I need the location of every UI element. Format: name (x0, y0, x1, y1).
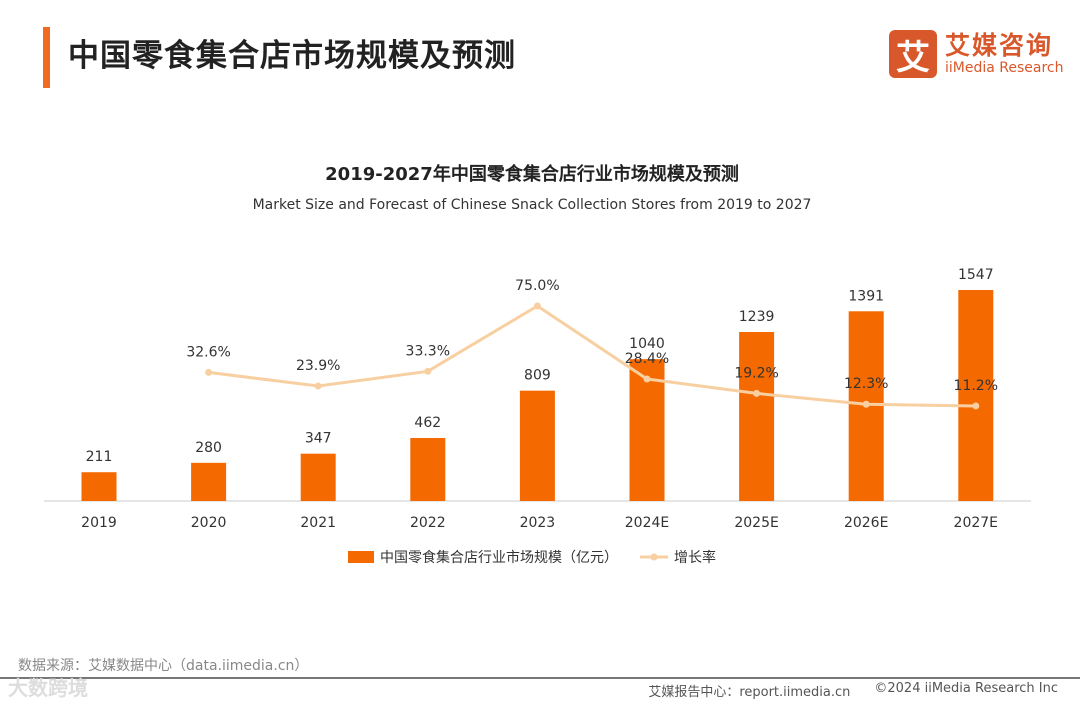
chart-title: 2019-2027年中国零食集合店行业市场规模及预测 (325, 163, 739, 185)
bar-value-label: 1040 (629, 336, 665, 352)
footer-divider (0, 677, 1080, 679)
bar-value-label: 462 (414, 415, 441, 431)
growth-rate-point (424, 367, 432, 375)
chart: 2019-2027年中国零食集合店行业市场规模及预测 Market Size a… (44, 163, 1031, 566)
x-tick-label: 2026E (844, 515, 888, 531)
legend-bar-label: 中国零食集合店行业市场规模（亿元） (380, 549, 618, 566)
x-tick-label: 2027E (954, 515, 998, 531)
bar-value-label: 1391 (848, 288, 884, 304)
title-accent-bar (43, 27, 50, 88)
legend-bar-swatch (348, 551, 374, 563)
data-source: 数据来源：艾媒数据中心（data.iimedia.cn） (18, 658, 309, 674)
bar-value-label: 347 (305, 431, 332, 447)
growth-rate-point (862, 400, 870, 408)
growth-rate-label: 28.4% (625, 351, 669, 367)
bar-2027E (958, 290, 994, 501)
report-center-link[interactable]: 艾媒报告中心：report.iimedia.cn (648, 685, 851, 700)
growth-rate-point (533, 302, 541, 310)
x-tick-label: 2020 (191, 515, 227, 531)
growth-rate-point (314, 382, 322, 390)
x-tick-label: 2019 (81, 515, 117, 531)
bar-2023 (519, 390, 555, 501)
bar-value-label: 211 (86, 449, 113, 465)
growth-rate-label: 33.3% (406, 343, 450, 359)
page-title: 中国零食集合店市场规模及预测 (68, 38, 516, 74)
growth-rate-point (753, 389, 761, 397)
growth-rate-label: 23.9% (296, 358, 340, 374)
growth-rate-label: 11.2% (954, 378, 998, 394)
growth-rate-label: 75.0% (515, 278, 559, 294)
bar-2024E (629, 359, 665, 501)
bar-value-label: 1547 (958, 267, 994, 283)
growth-rate-label: 19.2% (734, 365, 778, 381)
bar-2020 (191, 462, 227, 501)
growth-rate-point (972, 402, 980, 410)
growth-rate-label: 32.6% (186, 344, 230, 360)
bar-2022 (410, 437, 446, 501)
watermark: 大数跨境 (8, 676, 88, 700)
legend-line-label: 增长率 (674, 549, 716, 566)
growth-rate-point (205, 368, 213, 376)
logo-mark: 艾 (889, 30, 937, 78)
iimedia-logo: 艾 艾媒咨询 iiMedia Research (889, 30, 1064, 78)
logo-cn: 艾媒咨询 (945, 31, 1054, 60)
x-tick-label: 2023 (520, 515, 556, 531)
bar-2025E (739, 332, 775, 501)
growth-rate-line (208, 304, 976, 408)
x-tick-label: 2021 (300, 515, 336, 531)
bar-value-label: 809 (524, 368, 551, 384)
growth-rate-label: 12.3% (844, 376, 888, 392)
logo-en: iiMedia Research (945, 60, 1064, 76)
chart-subtitle: Market Size and Forecast of Chinese Snac… (253, 197, 812, 213)
bar-2021 (300, 453, 336, 501)
growth-rate-point (643, 375, 651, 383)
x-tick-label: 2024E (625, 515, 669, 531)
legend-line-marker (650, 553, 658, 561)
x-tick-label: 2022 (410, 515, 446, 531)
bar-value-label: 1239 (739, 309, 775, 325)
legend: 中国零食集合店行业市场规模（亿元） 增长率 (348, 549, 716, 566)
copyright: ©2024 iiMedia Research Inc (874, 681, 1058, 696)
bar-2019 (81, 472, 117, 501)
bar-value-label: 280 (195, 440, 222, 456)
x-tick-label: 2025E (734, 515, 778, 531)
